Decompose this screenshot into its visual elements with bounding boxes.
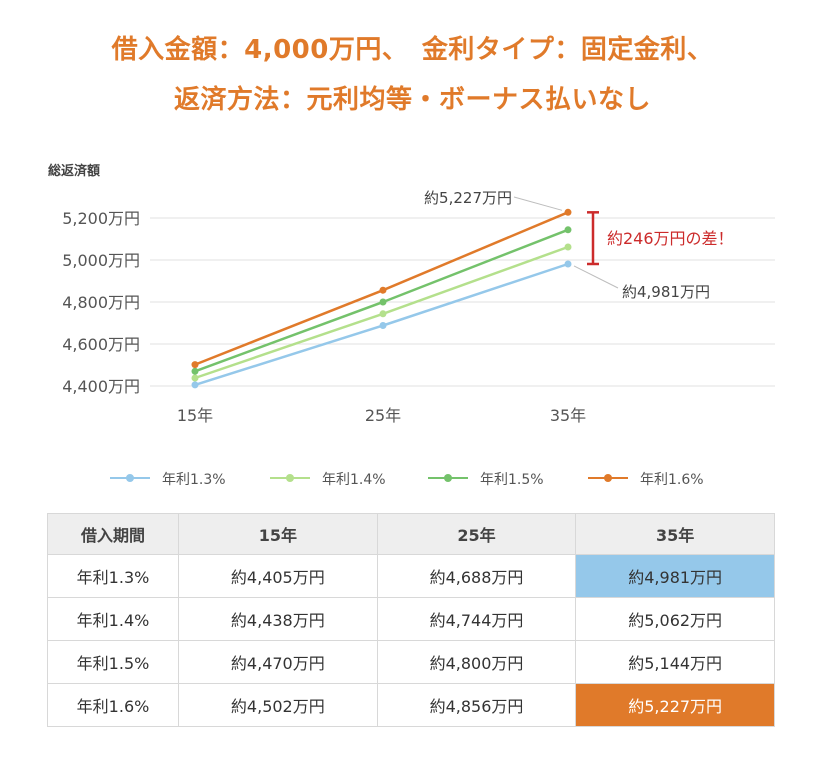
data-point bbox=[191, 381, 199, 389]
value-cell: 約4,438万円 bbox=[178, 597, 378, 641]
value-cell: 約4,405万円 bbox=[178, 554, 378, 598]
value-cell: 約5,062万円 bbox=[575, 597, 775, 641]
data-point bbox=[191, 374, 199, 382]
data-point bbox=[379, 298, 387, 306]
header-term: 借入期間 bbox=[47, 513, 179, 555]
header-35y: 35年 bbox=[575, 513, 775, 555]
legend-label: 年利1.3% bbox=[162, 472, 226, 488]
callout-label-top: 約5,227万円 bbox=[424, 189, 512, 207]
data-point bbox=[191, 361, 199, 369]
data-point bbox=[564, 243, 572, 251]
value-cell: 約4,470万円 bbox=[178, 640, 378, 684]
y-tick-label: 4,400万円 bbox=[62, 377, 140, 396]
data-point bbox=[379, 322, 387, 329]
data-point bbox=[379, 310, 387, 318]
y-tick-label: 4,600万円 bbox=[62, 335, 140, 354]
difference-label: 約246万円の差！ bbox=[607, 229, 734, 248]
table-row: 年利1.4% 約4,438万円 約4,744万円 約5,062万円 bbox=[47, 597, 775, 641]
value-cell: 約4,502万円 bbox=[178, 683, 378, 727]
chart-legend: 年利1.3% 年利1.4% 年利1.5% 年利1.6% bbox=[110, 466, 730, 490]
legend-label: 年利1.5% bbox=[480, 472, 544, 488]
table-row: 年利1.3% 約4,405万円 約4,688万円 約4,981万円 bbox=[47, 554, 775, 598]
table-header-row: 借入期間 15年 25年 35年 bbox=[47, 513, 775, 555]
callout-label-bottom: 約4,981万円 bbox=[622, 283, 710, 301]
legend-label: 年利1.6% bbox=[640, 472, 704, 488]
x-tick-label: 15年 bbox=[177, 406, 213, 425]
x-tick-label: 25年 bbox=[365, 406, 401, 425]
y-axis-label: 総返済額 bbox=[48, 163, 100, 179]
legend-label: 年利1.4% bbox=[322, 472, 386, 488]
header-15y: 15年 bbox=[178, 513, 378, 555]
rate-cell: 年利1.6% bbox=[47, 683, 179, 727]
table-row: 年利1.5% 約4,470万円 約4,800万円 約5,144万円 bbox=[47, 640, 775, 684]
rate-cell: 年利1.5% bbox=[47, 640, 179, 684]
data-point bbox=[379, 286, 387, 294]
x-tick-label: 35年 bbox=[550, 406, 586, 425]
y-tick-label: 5,000万円 bbox=[62, 251, 140, 270]
data-point bbox=[191, 367, 199, 375]
data-point bbox=[564, 208, 572, 216]
value-cell: 約4,688万円 bbox=[376, 554, 577, 598]
y-tick-label: 4,800万円 bbox=[62, 293, 140, 312]
table-row: 年利1.6% 約4,502万円 約4,856万円 約5,227万円 bbox=[47, 683, 775, 727]
legend-swatch bbox=[110, 474, 150, 482]
legend-swatch bbox=[270, 474, 310, 482]
value-cell: 約4,800万円 bbox=[376, 640, 577, 684]
page-title-line-2: 返済方法：元利均等・ボーナス払いなし bbox=[173, 85, 651, 115]
rate-cell: 年利1.4% bbox=[47, 597, 179, 641]
value-cell: 約5,144万円 bbox=[575, 640, 775, 684]
callout-line-bottom bbox=[573, 265, 619, 289]
header-25y: 25年 bbox=[376, 513, 577, 555]
callout-line-top bbox=[513, 196, 563, 211]
legend-swatch bbox=[588, 474, 628, 482]
data-point bbox=[564, 226, 572, 234]
page-title-line-1: 借入金額：4,000万円、 金利タイプ：固定金利、 bbox=[111, 35, 714, 65]
rate-cell: 年利1.3% bbox=[47, 554, 179, 598]
line-chart: 総返済額 4,400万円 4,600万円 4,800万円 5,000万円 5,200万円… bbox=[48, 163, 775, 425]
value-cell-min-highlight: 約4,981万円 bbox=[575, 554, 775, 598]
y-tick-label: 5,200万円 bbox=[62, 209, 140, 228]
legend-swatch bbox=[428, 474, 468, 482]
data-point bbox=[564, 260, 572, 268]
repayment-table: 借入期間 15年 25年 35年 年利1.3% 約4,405万円 約4,688万… bbox=[47, 513, 775, 727]
value-cell: 約4,856万円 bbox=[376, 683, 577, 727]
value-cell: 約4,744万円 bbox=[376, 597, 577, 641]
value-cell-max-highlight: 約5,227万円 bbox=[575, 683, 775, 727]
